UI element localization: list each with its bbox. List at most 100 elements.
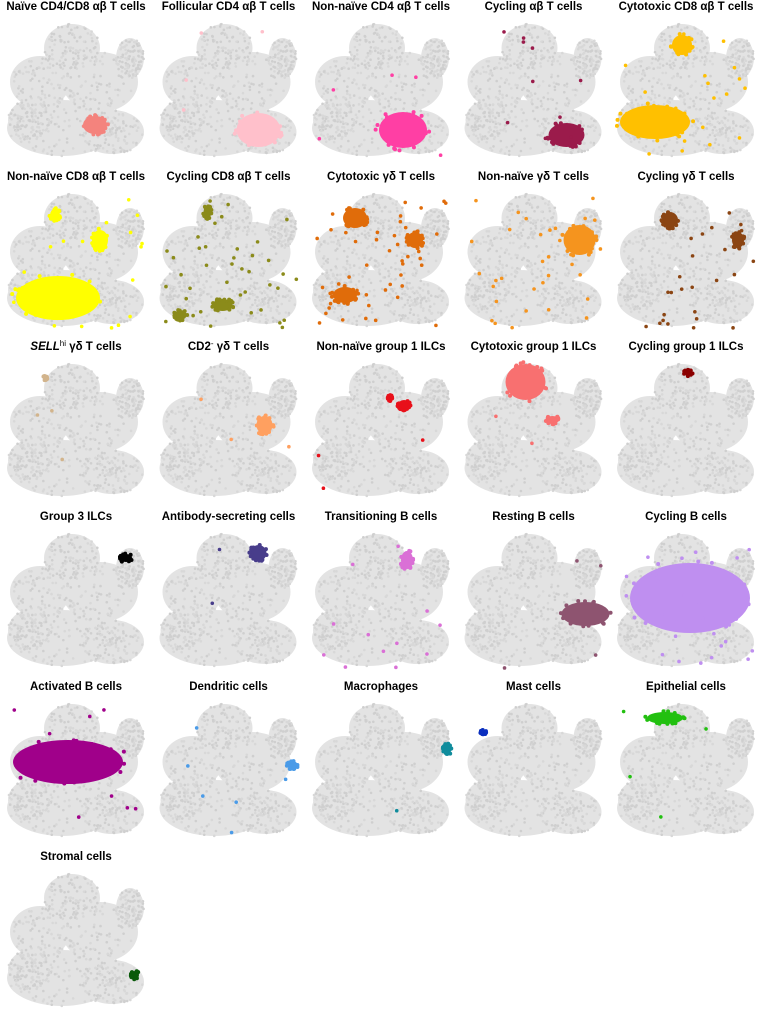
- cluster: [321, 544, 442, 670]
- panel-title: Cycling γδ T cells: [637, 171, 734, 183]
- panel-title: Non-naïve CD4 αβ T cells: [312, 1, 450, 13]
- cluster: [12, 708, 138, 819]
- panel: Non-naïve γδ T cells: [464, 171, 603, 330]
- title-part: γδ T cells: [214, 341, 270, 353]
- cluster: [614, 32, 747, 156]
- panel: Transitioning B cells: [312, 511, 450, 670]
- panel-title: Cytotoxic group 1 ILCs: [471, 341, 597, 353]
- panel-title: Cycling group 1 ILCs: [628, 341, 743, 353]
- panel-title: SELLhi γδ T cells: [30, 339, 121, 354]
- background-map: [159, 702, 298, 838]
- panel: Activated B cells: [7, 681, 145, 838]
- panel-title: Antibody-secreting cells: [162, 511, 296, 523]
- panel: Dendritic cells: [159, 681, 300, 838]
- background-map: [464, 702, 603, 838]
- cluster: [317, 73, 443, 158]
- cluster: [164, 199, 299, 330]
- background-map: [159, 362, 298, 498]
- panel-title: Macrophages: [344, 681, 418, 693]
- panel-title: Naïve CD4/CD8 αβ T cells: [6, 1, 145, 13]
- cluster: [478, 727, 489, 737]
- cluster: [502, 30, 585, 149]
- panel: Follicular CD4 αβ T cells: [159, 1, 298, 158]
- panel-title: Cycling B cells: [645, 511, 727, 523]
- panel: Non-naïve group 1 ILCs: [312, 341, 450, 498]
- background-map: [464, 192, 603, 328]
- panel: Cycling γδ T cells: [617, 171, 756, 330]
- panel-title: Non-naïve group 1 ILCs: [316, 341, 445, 353]
- panel: Cytotoxic γδ T cells: [312, 171, 450, 328]
- cluster: [128, 969, 141, 982]
- panel-title: Mast cells: [506, 681, 561, 693]
- panel-title: Stromal cells: [40, 851, 112, 863]
- title-part: hi: [60, 339, 66, 348]
- panel: Cycling group 1 ILCs: [617, 341, 755, 498]
- cluster: [494, 360, 561, 446]
- cluster: [624, 547, 755, 665]
- title-part: SELL: [30, 341, 59, 353]
- cluster: [621, 709, 708, 819]
- panel-title: Cytotoxic CD8 αβ T cells: [619, 1, 754, 13]
- cluster: [210, 543, 269, 606]
- panel: CD2- γδ T cells: [159, 339, 298, 498]
- background-map: [7, 362, 145, 498]
- panel-title: Group 3 ILCs: [40, 511, 112, 523]
- background-map: [464, 532, 603, 668]
- background-map: [7, 872, 145, 1008]
- background-map: [617, 192, 755, 328]
- panel: Non-naïve CD4 αβ T cells: [312, 1, 450, 158]
- cluster: [315, 199, 448, 328]
- cluster: [186, 726, 300, 835]
- panel: SELLhi γδ T cells: [7, 339, 145, 498]
- panel: Macrophages: [312, 681, 454, 838]
- background-map: [617, 702, 755, 838]
- panel: Naïve CD4/CD8 αβ T cells: [6, 1, 146, 158]
- panel-title: Resting B cells: [492, 511, 574, 523]
- panel: Cytotoxic CD8 αβ T cells: [614, 1, 755, 158]
- panel: Epithelial cells: [617, 681, 755, 838]
- panel: Cycling CD8 αβ T cells: [159, 171, 299, 330]
- background-map: [312, 702, 450, 838]
- cluster: [81, 113, 110, 137]
- cluster: [199, 397, 291, 449]
- panel: Antibody-secreting cells: [159, 511, 298, 668]
- cluster: [394, 741, 454, 813]
- panel: Stromal cells: [7, 851, 145, 1008]
- panel-title: Transitioning B cells: [325, 511, 437, 523]
- panel: Cycling αβ T cells: [464, 1, 603, 158]
- cluster: [35, 373, 64, 462]
- background-map: [312, 532, 450, 668]
- cluster: [117, 551, 134, 564]
- panel: Non-naïve CD8 αβ T cells: [7, 171, 145, 330]
- panel-title: Non-naïve CD8 αβ T cells: [7, 171, 145, 183]
- background-map: [617, 362, 755, 498]
- panel-title: Non-naïve γδ T cells: [478, 171, 589, 183]
- background-map: [7, 22, 145, 158]
- panel-title: Dendritic cells: [189, 681, 268, 693]
- cluster: [644, 210, 756, 330]
- panel-title: Activated B cells: [30, 681, 122, 693]
- panel: Cytotoxic group 1 ILCs: [464, 341, 603, 498]
- panel: Cycling B cells: [617, 511, 755, 668]
- title-part: CD2: [188, 341, 211, 353]
- panel-title: CD2- γδ T cells: [188, 339, 269, 354]
- panel-title: Cytotoxic γδ T cells: [327, 171, 435, 183]
- panel-title: Epithelial cells: [646, 681, 726, 693]
- background-map: [159, 532, 298, 668]
- panel: Group 3 ILCs: [7, 511, 145, 668]
- cluster: [10, 197, 144, 330]
- title-part: γδ T cells: [66, 341, 122, 353]
- panel-title: Cycling αβ T cells: [485, 1, 583, 13]
- panel: Mast cells: [464, 681, 603, 838]
- cluster: [502, 559, 613, 670]
- panel-title: Follicular CD4 αβ T cells: [162, 1, 296, 13]
- cluster: [181, 29, 284, 148]
- cluster: [682, 367, 695, 379]
- panel: Resting B cells: [464, 511, 613, 670]
- title-part: -: [211, 339, 214, 348]
- background-map: [312, 362, 450, 498]
- panel-title: Cycling CD8 αβ T cells: [166, 171, 290, 183]
- cluster: [469, 196, 603, 330]
